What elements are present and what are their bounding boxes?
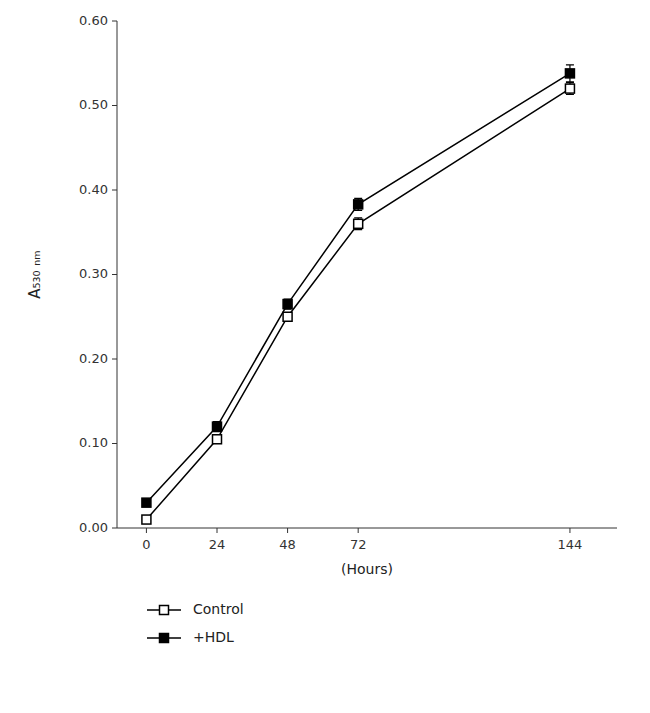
x-tick	[569, 528, 570, 533]
point	[565, 84, 574, 93]
series-line	[146, 73, 570, 502]
error-bar	[284, 299, 292, 309]
error-bar	[566, 83, 574, 95]
error-bar	[354, 198, 362, 210]
y-tick	[112, 359, 117, 360]
y-tick-label: 0.50	[79, 97, 108, 112]
series	[142, 83, 575, 524]
x-tick-label: 24	[209, 537, 226, 552]
legend-marker	[160, 606, 169, 615]
y-axis-label: A₅₃₀ ₙₘ	[26, 250, 44, 298]
x-axis-line	[117, 528, 617, 529]
point	[354, 200, 363, 209]
legend-label: +HDL	[193, 629, 234, 645]
y-tick	[112, 105, 117, 106]
point	[565, 69, 574, 78]
y-tick	[112, 274, 117, 275]
point	[142, 515, 151, 524]
y-tick	[112, 528, 117, 529]
x-tick-label: 0	[142, 537, 150, 552]
x-tick-label: 48	[279, 537, 296, 552]
error-bar	[213, 422, 221, 432]
point	[283, 312, 292, 321]
y-tick-label: 0.40	[79, 182, 108, 197]
y-tick-label: 0.20	[79, 351, 108, 366]
x-tick	[358, 528, 359, 533]
y-tick	[112, 21, 117, 22]
series-line	[146, 89, 570, 520]
series	[142, 65, 575, 507]
error-bar	[566, 65, 574, 82]
y-tick-label: 0.10	[79, 435, 108, 450]
x-tick	[287, 528, 288, 533]
x-tick	[217, 528, 218, 533]
y-tick	[112, 443, 117, 444]
plot-area	[142, 65, 575, 524]
legend: Control +HDL	[147, 601, 244, 645]
point	[213, 422, 222, 431]
legend-marker	[160, 634, 169, 643]
x-tick	[146, 528, 147, 533]
chart: 0.00 0.10 0.20 0.30 0.40 0.50 0.60 0 24 48 72 144 (H…	[0, 0, 650, 713]
y-tick-label: 0.30	[79, 266, 108, 281]
y-tick-label: 0.60	[79, 13, 108, 28]
point	[142, 498, 151, 507]
point	[213, 435, 222, 444]
point	[354, 219, 363, 228]
x-tick-label: 144	[558, 537, 583, 552]
y-tick-label: 0.00	[79, 520, 108, 535]
y-tick	[112, 190, 117, 191]
point	[283, 300, 292, 309]
x-axis-label: (Hours)	[341, 561, 393, 577]
error-bar	[213, 435, 221, 443]
x-tick-label: 72	[350, 537, 367, 552]
error-bar	[284, 313, 292, 321]
legend-label: Control	[193, 601, 244, 617]
error-bar	[354, 218, 362, 230]
